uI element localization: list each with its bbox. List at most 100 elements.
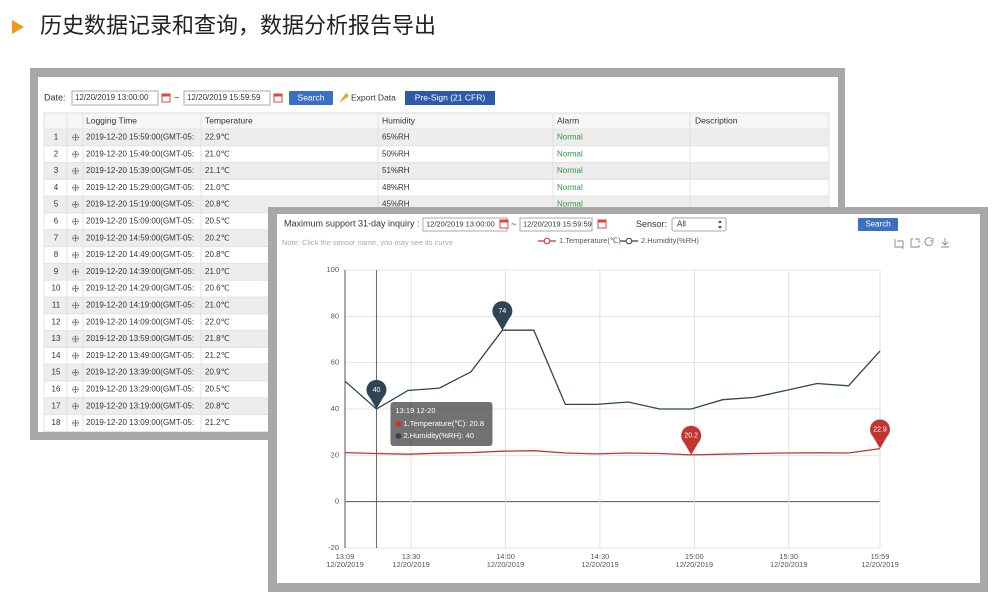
cell: 2019-12-20 15:19:00(GMT-05: — [86, 200, 194, 209]
expand-icon — [72, 184, 79, 192]
cell: 22.9℃ — [205, 133, 230, 142]
presign-button[interactable] — [405, 91, 495, 105]
expand-icon-ring — [72, 134, 79, 141]
search-button[interactable] — [858, 218, 898, 231]
row-index: 13 — [52, 334, 61, 343]
calendar-top — [162, 94, 170, 97]
y-tick-label: -20 — [328, 543, 339, 552]
expand-icon — [72, 385, 79, 393]
cell: Normal — [557, 200, 583, 209]
toolbox-icon[interactable] — [894, 239, 904, 249]
range-label: Maximum support 31-day inquiry : — [284, 218, 420, 228]
page-title: 历史数据记录和查询，数据分析报告导出 — [40, 13, 436, 38]
expand-icon-ring — [72, 285, 79, 292]
date-start: 12/20/2019 13:00:00 — [426, 219, 495, 228]
sensor-select[interactable] — [671, 217, 727, 232]
cell: Normal — [557, 166, 583, 175]
export-label[interactable]: Export Data — [351, 92, 396, 102]
value-label: 40 — [373, 387, 381, 394]
date-end: 12/20/2019 15:59:59 — [187, 93, 261, 102]
cell: 48%RH — [382, 183, 410, 192]
x-tick-date: 12/20/2019 — [392, 560, 430, 569]
toolbox-icon[interactable] — [910, 238, 920, 248]
expand-icon — [72, 285, 79, 293]
expand-icon — [72, 369, 79, 377]
cell: 20.2℃ — [205, 233, 230, 242]
row-index: 1 — [54, 133, 59, 142]
row-index: 6 — [54, 217, 59, 226]
row-index: 17 — [52, 401, 61, 410]
cell: Normal — [557, 149, 583, 158]
value-label: 74 — [498, 308, 506, 315]
expand-icon — [72, 335, 79, 343]
cell: 51%RH — [382, 166, 410, 175]
legend-label[interactable]: 1.Temperature(℃) — [559, 236, 621, 245]
toolbox-icon[interactable] — [941, 238, 949, 248]
expand-icon-ring — [72, 335, 79, 343]
y-tick-label: 60 — [331, 358, 339, 367]
cell: 2019-12-20 13:29:00(GMT-05: — [86, 385, 194, 394]
cell: 21.0℃ — [205, 301, 230, 310]
cell: 2019-12-20 13:19:00(GMT-05: — [86, 401, 194, 410]
expand-icon — [72, 268, 79, 276]
calendar-top — [598, 220, 606, 223]
toolbox-icon[interactable] — [924, 237, 934, 247]
cell: 21.0℃ — [205, 267, 230, 276]
date-input[interactable] — [71, 90, 159, 106]
row-index: 5 — [54, 200, 59, 209]
search-button[interactable] — [289, 91, 333, 105]
row-index: 16 — [52, 385, 61, 394]
series-line — [344, 447, 881, 456]
legend-marker — [625, 237, 633, 245]
search-label: Search — [298, 92, 325, 102]
cell: 2019-12-20 15:59:00(GMT-05: — [86, 133, 194, 142]
x-tick-date: 12/20/2019 — [581, 560, 619, 569]
cell: 2019-12-20 15:39:00(GMT-05: — [86, 166, 194, 175]
tooltip-line: 1.Temperature(℃): 20.8 — [403, 419, 484, 428]
y-tick-label: 100 — [326, 265, 339, 274]
row-index: 2 — [54, 149, 59, 158]
cell: 21.0℃ — [205, 183, 230, 192]
date-input[interactable] — [519, 217, 593, 232]
row-index: 11 — [52, 301, 61, 310]
row-index: 14 — [52, 351, 61, 360]
date-end: 12/20/2019 15:59:59 — [523, 219, 592, 228]
expand-icon-ring — [72, 268, 79, 276]
expand-icon-ring — [72, 201, 79, 208]
x-tick-label: 13:09 — [336, 552, 355, 561]
tooltip-bullet — [395, 433, 402, 439]
cell: 2019-12-20 14:59:00(GMT-05: — [86, 233, 194, 242]
x-tick-date: 12/20/2019 — [487, 560, 525, 569]
value-pin — [492, 301, 513, 331]
cell: 2019-12-20 14:39:00(GMT-05: — [86, 267, 194, 276]
cell: 22.0℃ — [205, 317, 230, 326]
expand-icon-ring — [72, 302, 79, 309]
expand-icon — [72, 251, 79, 259]
date-label: Date: — [44, 92, 66, 102]
tilde: ~ — [511, 219, 516, 229]
cell: 20.8℃ — [205, 250, 230, 259]
select-arrows — [718, 220, 722, 229]
cell: 20.5℃ — [205, 385, 230, 394]
date-input[interactable] — [183, 90, 271, 106]
expand-icon — [72, 217, 79, 225]
tooltip-title: 13:19 12-20 — [395, 406, 435, 415]
row-index: 7 — [54, 233, 59, 242]
value-pin — [681, 425, 702, 455]
expand-icon — [72, 167, 79, 175]
tooltip-bullet — [395, 421, 402, 427]
row-index: 18 — [52, 418, 61, 427]
tooltip — [390, 402, 493, 446]
x-tick-date: 12/20/2019 — [861, 560, 899, 569]
column-header: Temperature — [205, 115, 253, 125]
cell: 21.8℃ — [205, 334, 230, 343]
x-tick-label: 14:00 — [496, 552, 515, 561]
expand-icon-ring — [72, 318, 79, 326]
cell: 21.2℃ — [205, 418, 230, 427]
expand-icon-ring — [72, 150, 79, 158]
expand-icon — [72, 201, 79, 209]
cell: 2019-12-20 15:09:00(GMT-05: — [86, 217, 194, 226]
legend-label[interactable]: 2.Humidity(%RH) — [641, 236, 699, 245]
